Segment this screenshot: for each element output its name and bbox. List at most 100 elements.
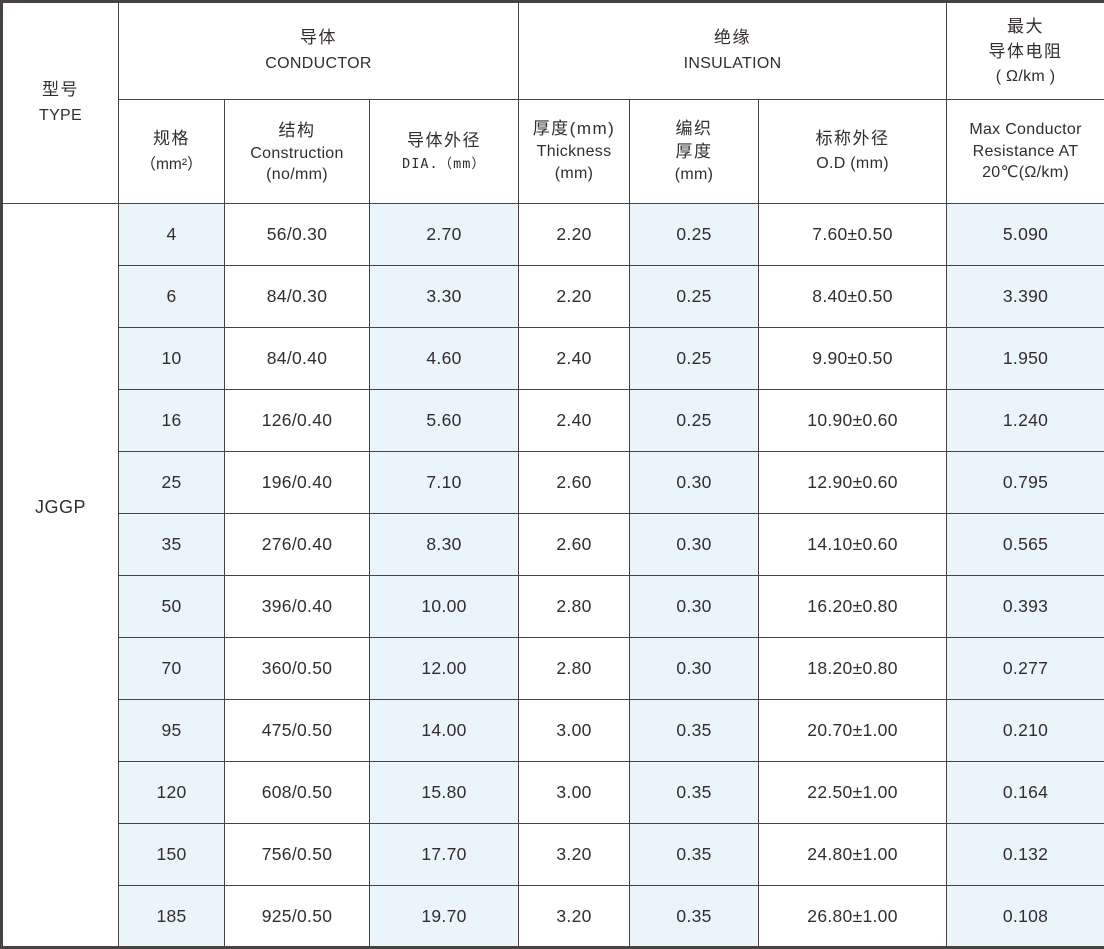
conductor-group-header: 导体 CONDUCTOR bbox=[119, 2, 519, 100]
cell-construction: 84/0.40 bbox=[225, 328, 370, 390]
od-header-zh: 标称外径 bbox=[759, 126, 946, 152]
spec-header-zh: 规格 bbox=[119, 126, 224, 152]
cell-thickness: 2.80 bbox=[519, 638, 630, 700]
thickness-header-zh: 厚度(mm) bbox=[519, 118, 629, 141]
spec-column-header: 规格 （mm²） bbox=[119, 100, 225, 204]
cell-od: 12.90±0.60 bbox=[759, 452, 947, 514]
cell-od: 7.60±0.50 bbox=[759, 204, 947, 266]
type-header-cell: 型号 TYPE bbox=[2, 2, 119, 204]
cell-spec: 185 bbox=[119, 886, 225, 948]
cell-spec: 70 bbox=[119, 638, 225, 700]
cell-conductor-dia: 10.00 bbox=[370, 576, 519, 638]
cell-resistance: 0.108 bbox=[947, 886, 1104, 948]
cell-spec: 10 bbox=[119, 328, 225, 390]
spec-header-unit: （mm²） bbox=[119, 153, 224, 177]
cell-construction: 84/0.30 bbox=[225, 266, 370, 328]
cell-resistance: 1.950 bbox=[947, 328, 1104, 390]
cell-braid: 0.25 bbox=[630, 328, 759, 390]
cell-braid: 0.35 bbox=[630, 762, 759, 824]
cell-resistance: 0.164 bbox=[947, 762, 1104, 824]
cell-braid: 0.35 bbox=[630, 824, 759, 886]
cell-resistance: 0.277 bbox=[947, 638, 1104, 700]
cell-braid: 0.30 bbox=[630, 452, 759, 514]
cell-resistance: 5.090 bbox=[947, 204, 1104, 266]
conductor-group-en: CONDUCTOR bbox=[119, 52, 518, 77]
cell-thickness: 2.20 bbox=[519, 266, 630, 328]
header-row-groups: 型号 TYPE 导体 CONDUCTOR 绝缘 INSULATION 最大 导体… bbox=[2, 2, 1104, 100]
resistance-group-header: 最大 导体电阻 ( Ω/km ) bbox=[947, 2, 1104, 100]
cell-resistance: 3.390 bbox=[947, 266, 1104, 328]
cell-thickness: 2.60 bbox=[519, 514, 630, 576]
cell-spec: 16 bbox=[119, 390, 225, 452]
cell-spec: 120 bbox=[119, 762, 225, 824]
thickness-header-unit: (mm) bbox=[519, 163, 629, 185]
cell-spec: 95 bbox=[119, 700, 225, 762]
construction-header-en: Construction bbox=[225, 144, 369, 165]
insulation-group-header: 绝缘 INSULATION bbox=[519, 2, 947, 100]
insulation-group-zh: 绝缘 bbox=[519, 25, 946, 51]
construction-header-unit: (no/mm) bbox=[225, 165, 369, 186]
construction-header-zh: 结构 bbox=[225, 118, 369, 144]
cell-thickness: 2.20 bbox=[519, 204, 630, 266]
cell-od: 26.80±1.00 bbox=[759, 886, 947, 948]
cell-conductor-dia: 19.70 bbox=[370, 886, 519, 948]
cell-construction: 56/0.30 bbox=[225, 204, 370, 266]
cell-od: 18.20±0.80 bbox=[759, 638, 947, 700]
conductor-dia-header-en: DIA.（mm） bbox=[370, 154, 518, 175]
cell-resistance: 0.393 bbox=[947, 576, 1104, 638]
cell-thickness: 2.40 bbox=[519, 390, 630, 452]
cell-resistance: 1.240 bbox=[947, 390, 1104, 452]
cell-conductor-dia: 7.10 bbox=[370, 452, 519, 514]
braid-column-header: 编织 厚度 (mm) bbox=[630, 100, 759, 204]
cell-construction: 126/0.40 bbox=[225, 390, 370, 452]
cell-od: 14.10±0.60 bbox=[759, 514, 947, 576]
cell-construction: 608/0.50 bbox=[225, 762, 370, 824]
resistance-column-header: Max Conductor Resistance AT 20℃(Ω/km) bbox=[947, 100, 1104, 204]
braid-header-zh2: 厚度 bbox=[630, 141, 758, 164]
cell-conductor-dia: 3.30 bbox=[370, 266, 519, 328]
conductor-dia-header-zh: 导体外径 bbox=[370, 128, 518, 154]
cell-resistance: 0.210 bbox=[947, 700, 1104, 762]
cell-construction: 756/0.50 bbox=[225, 824, 370, 886]
cell-od: 9.90±0.50 bbox=[759, 328, 947, 390]
cell-braid: 0.30 bbox=[630, 638, 759, 700]
cell-spec: 25 bbox=[119, 452, 225, 514]
cell-braid: 0.35 bbox=[630, 886, 759, 948]
cell-braid: 0.25 bbox=[630, 204, 759, 266]
thickness-column-header: 厚度(mm) Thickness (mm) bbox=[519, 100, 630, 204]
cell-conductor-dia: 17.70 bbox=[370, 824, 519, 886]
conductor-dia-column-header: 导体外径 DIA.（mm） bbox=[370, 100, 519, 204]
cell-braid: 0.30 bbox=[630, 576, 759, 638]
od-column-header: 标称外径 O.D (mm) bbox=[759, 100, 947, 204]
resistance-group-line3: ( Ω/km ) bbox=[947, 65, 1104, 89]
header-row-columns: 规格 （mm²） 结构 Construction (no/mm) 导体外径 DI… bbox=[2, 100, 1104, 204]
cell-construction: 196/0.40 bbox=[225, 452, 370, 514]
cell-od: 16.20±0.80 bbox=[759, 576, 947, 638]
cell-conductor-dia: 4.60 bbox=[370, 328, 519, 390]
cell-od: 24.80±1.00 bbox=[759, 824, 947, 886]
cell-construction: 475/0.50 bbox=[225, 700, 370, 762]
insulation-group-en: INSULATION bbox=[519, 52, 946, 77]
type-header-zh: 型号 bbox=[3, 77, 118, 103]
cell-conductor-dia: 15.80 bbox=[370, 762, 519, 824]
cell-resistance: 0.565 bbox=[947, 514, 1104, 576]
cell-od: 22.50±1.00 bbox=[759, 762, 947, 824]
cell-spec: 4 bbox=[119, 204, 225, 266]
resistance-header-line2: Resistance AT bbox=[947, 141, 1104, 163]
cell-spec: 35 bbox=[119, 514, 225, 576]
cell-conductor-dia: 2.70 bbox=[370, 204, 519, 266]
type-value-cell: JGGP bbox=[2, 204, 119, 948]
braid-header-unit: (mm) bbox=[630, 164, 758, 186]
cell-thickness: 3.00 bbox=[519, 700, 630, 762]
